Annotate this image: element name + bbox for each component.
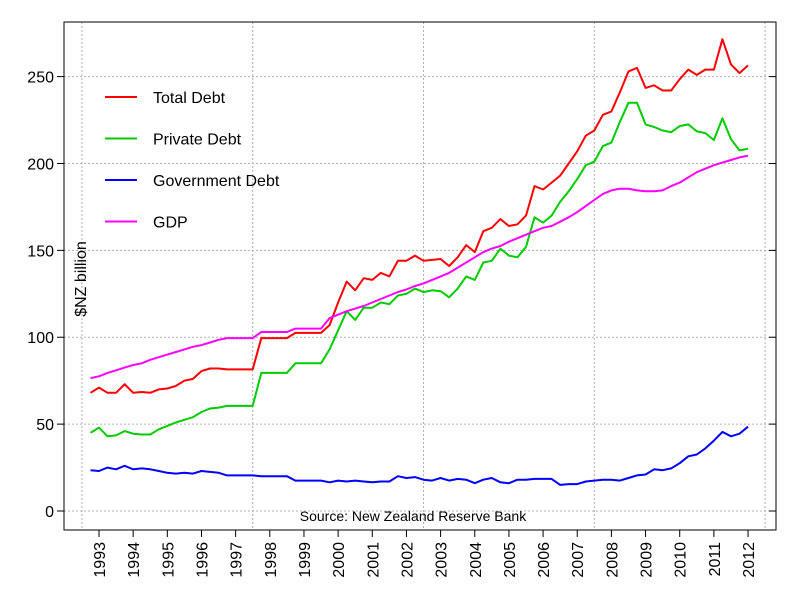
x-tick-label: 1998 bbox=[263, 542, 280, 578]
y-tick-label: 0 bbox=[45, 504, 54, 521]
legend-label: GDP bbox=[153, 215, 188, 232]
series-line-total-debt bbox=[89, 38, 749, 394]
x-tick-label: 2009 bbox=[639, 542, 656, 578]
legend: Total Debt Private Debt Government Debt GDP bbox=[105, 90, 280, 232]
x-tick-label: 2010 bbox=[673, 542, 690, 578]
legend-label: Total Debt bbox=[153, 90, 226, 107]
grid bbox=[64, 22, 776, 530]
x-tick-label: 1997 bbox=[229, 542, 246, 578]
series-line-gdp bbox=[90, 154, 749, 380]
x-tick-label: 1995 bbox=[160, 542, 177, 578]
x-tick-label: 2004 bbox=[468, 542, 485, 578]
source-annotation: Source: New Zealand Reserve Bank bbox=[300, 508, 527, 524]
series-lines bbox=[89, 38, 749, 486]
y-axis: 0 50 100 150 200 250 bbox=[27, 70, 776, 521]
series-line-private-debt bbox=[89, 101, 749, 438]
legend-label: Private Debt bbox=[153, 132, 242, 149]
x-tick-label: 2003 bbox=[434, 542, 451, 578]
x-tick-label: 1994 bbox=[126, 542, 143, 578]
plot-frame bbox=[63, 21, 777, 531]
legend-label: Government Debt bbox=[153, 173, 280, 190]
x-tick-label: 2006 bbox=[536, 542, 553, 578]
x-tick-label: 2005 bbox=[502, 542, 519, 578]
series-line-government-debt bbox=[90, 425, 749, 486]
x-tick-label: 2002 bbox=[399, 542, 416, 578]
x-tick-label: 1999 bbox=[297, 542, 314, 578]
y-tick-label: 150 bbox=[27, 243, 54, 260]
x-tick-label: 2007 bbox=[570, 542, 587, 578]
x-tick-label: 2000 bbox=[331, 542, 348, 578]
x-tick-label: 1996 bbox=[194, 542, 211, 578]
y-tick-label: 200 bbox=[27, 156, 54, 173]
y-tick-label: 250 bbox=[27, 70, 54, 87]
x-tick-label: 2011 bbox=[707, 542, 724, 577]
y-tick-label: 50 bbox=[36, 417, 54, 434]
x-tick-label: 1993 bbox=[92, 542, 109, 578]
x-tick-label: 2012 bbox=[741, 542, 758, 578]
x-tick-label: 2001 bbox=[365, 542, 382, 578]
y-tick-label: 100 bbox=[27, 330, 54, 347]
y-axis-label: $NZ billion bbox=[73, 241, 90, 317]
x-tick-label: 2008 bbox=[604, 542, 621, 578]
x-axis: 1993 1994 1995 1996 1997 1998 1999 2000 2001 2002… bbox=[92, 530, 758, 578]
